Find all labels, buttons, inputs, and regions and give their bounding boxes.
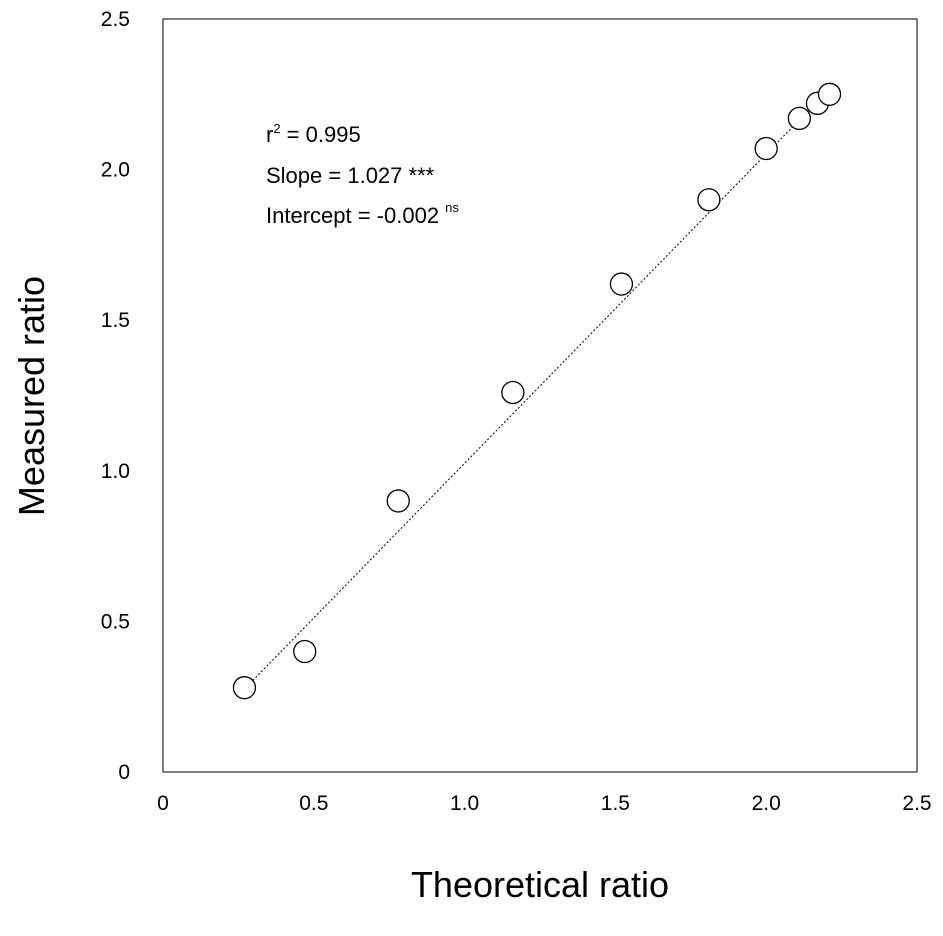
data-point: [787, 106, 812, 131]
data-point: [817, 82, 842, 106]
annotation-slope: Slope = 1.027 ***: [266, 163, 435, 188]
y-axis-title: Measured ratio: [11, 276, 52, 516]
data-point: [501, 380, 525, 405]
data-points: [232, 82, 842, 700]
data-point: [754, 136, 778, 161]
annotation-intercept-text: Intercept = -0.002: [266, 203, 445, 228]
x-tick-label: 1.5: [601, 792, 630, 815]
x-tick-label: 2.5: [902, 792, 931, 815]
x-tick-label: 0.5: [299, 792, 328, 815]
y-tick-label: 0.5: [101, 610, 130, 633]
y-tick-label: 0: [118, 761, 130, 784]
annotation-r2-sup: 2: [273, 121, 280, 136]
x-axis-ticks: 0 0.5 1.0 1.5 2.0 2.5: [157, 792, 931, 815]
y-tick-label: 1.5: [101, 309, 130, 332]
x-tick-label: 1.0: [450, 792, 479, 815]
y-tick-label: 2.5: [101, 8, 130, 31]
data-point: [609, 272, 634, 296]
x-tick-label: 2.0: [752, 792, 781, 815]
annotation-intercept: Intercept = -0.002 ns: [266, 200, 459, 228]
data-point: [232, 676, 257, 700]
y-axis-ticks: 0 0.5 1.0 1.5 2.0 2.5: [101, 8, 130, 784]
x-axis-title: Theoretical ratio: [411, 864, 669, 905]
y-tick-label: 1.0: [101, 460, 130, 483]
annotation-r2: r2 = 0.995: [266, 121, 361, 147]
plot-frame: [162, 18, 918, 773]
annotation-r2-base: r: [266, 122, 273, 147]
annotation-intercept-sup: ns: [445, 200, 459, 215]
annotation-r2-value: = 0.995: [281, 122, 361, 147]
data-point: [697, 188, 721, 212]
data-point: [293, 639, 317, 664]
y-tick-label: 2.0: [101, 159, 130, 182]
x-tick-label: 0: [157, 792, 169, 815]
data-point: [386, 489, 410, 513]
